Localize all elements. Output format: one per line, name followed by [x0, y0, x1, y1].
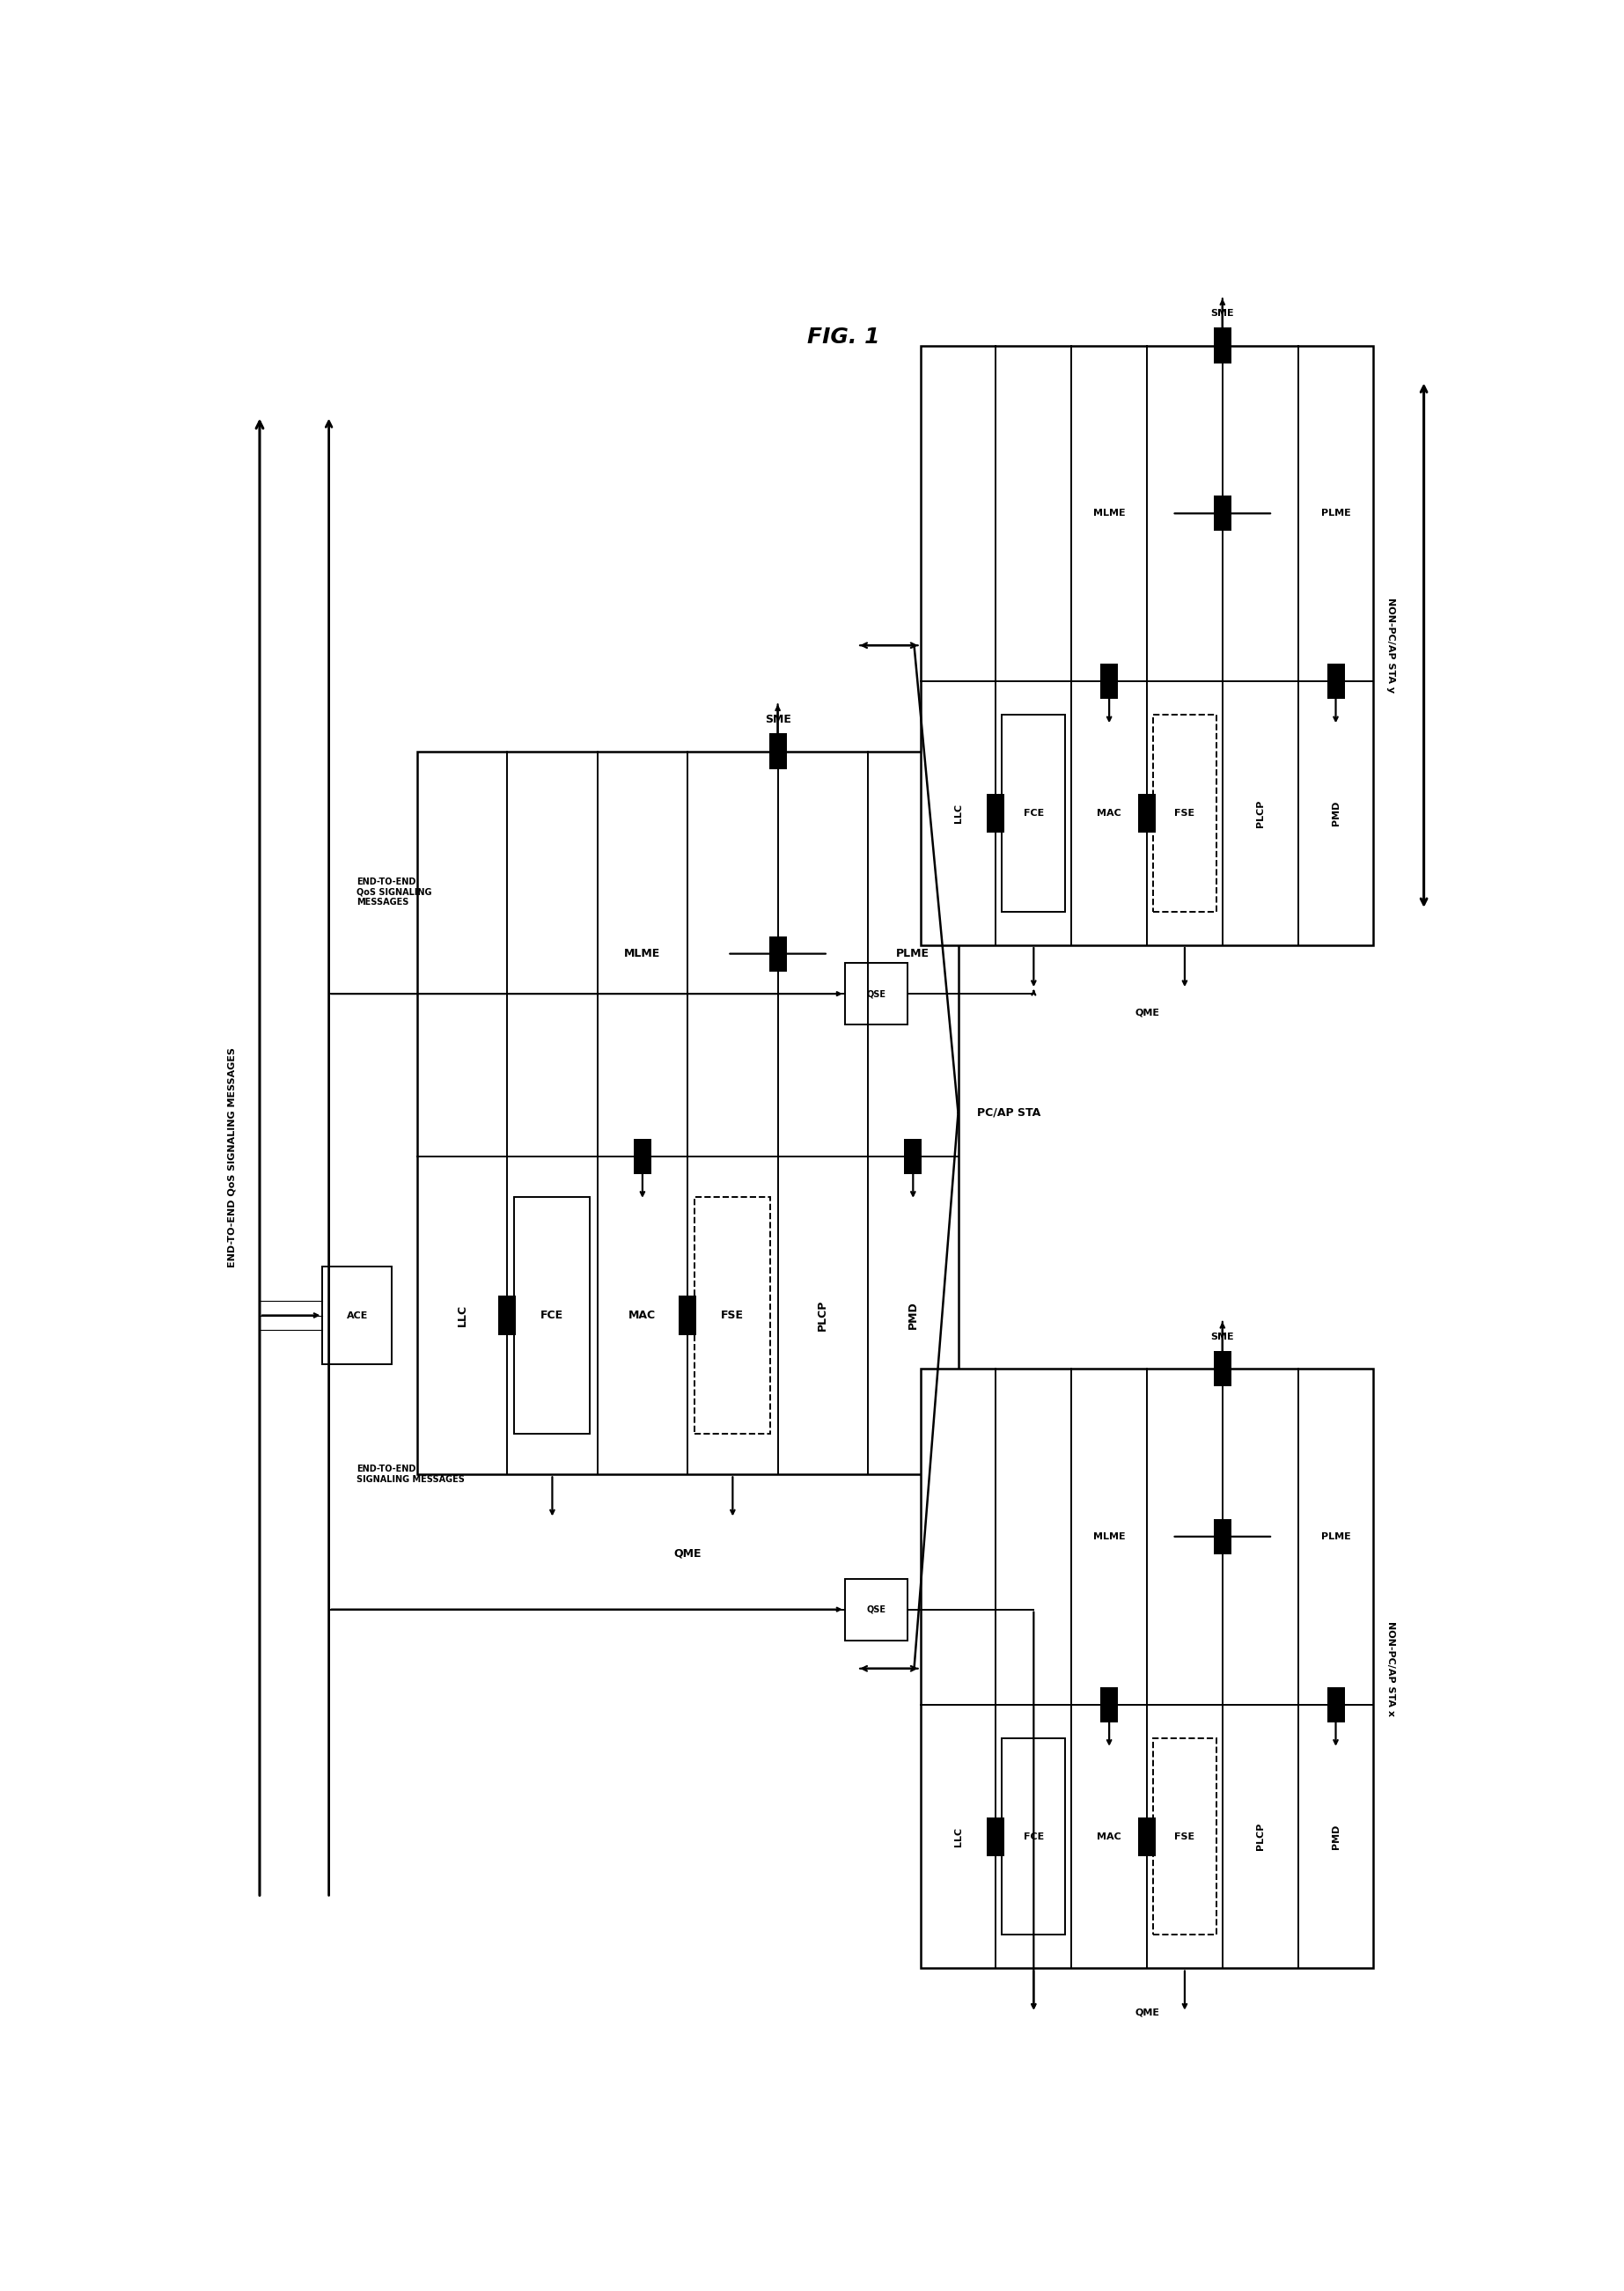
- Bar: [921, 1368, 1374, 1968]
- Bar: [1213, 1519, 1231, 1553]
- Bar: [1101, 1686, 1117, 1723]
- Text: PLCP: PLCP: [1255, 800, 1265, 827]
- Text: MLME: MLME: [1093, 1533, 1125, 1542]
- Bar: [768, 937, 786, 971]
- Text: PLME: PLME: [1320, 1533, 1351, 1542]
- Bar: [1213, 1352, 1231, 1386]
- Bar: [499, 1297, 516, 1336]
- Bar: [1327, 664, 1345, 699]
- Text: FSE: FSE: [721, 1310, 744, 1322]
- Bar: [1213, 328, 1231, 362]
- Text: FSE: FSE: [1174, 809, 1195, 818]
- Text: QME: QME: [1135, 2009, 1160, 2016]
- Bar: [1002, 715, 1065, 912]
- Text: MLME: MLME: [1093, 509, 1125, 518]
- Text: PLME: PLME: [896, 948, 931, 960]
- Bar: [1002, 1739, 1065, 1936]
- Bar: [921, 346, 1374, 946]
- Bar: [695, 1196, 770, 1434]
- Text: PLCP: PLCP: [817, 1299, 828, 1331]
- Bar: [844, 1578, 908, 1640]
- Text: PMD: PMD: [1332, 1824, 1340, 1849]
- Text: FCE: FCE: [1023, 809, 1044, 818]
- Text: SME: SME: [1212, 1333, 1234, 1340]
- Bar: [1153, 715, 1216, 912]
- Bar: [1138, 1817, 1156, 1856]
- Text: MAC: MAC: [628, 1310, 656, 1322]
- Bar: [987, 1817, 1005, 1856]
- Text: MAC: MAC: [1096, 809, 1122, 818]
- Text: PLME: PLME: [1320, 509, 1351, 518]
- Bar: [905, 1139, 922, 1173]
- Bar: [1153, 1739, 1216, 1936]
- Bar: [1213, 495, 1231, 532]
- Bar: [323, 1267, 391, 1363]
- Text: PLCP: PLCP: [1255, 1824, 1265, 1851]
- Text: PC/AP STA: PC/AP STA: [978, 1107, 1041, 1118]
- Text: FSE: FSE: [1174, 1833, 1195, 1842]
- Text: NON-PC/AP STA y: NON-PC/AP STA y: [1387, 598, 1395, 692]
- Text: LLC: LLC: [456, 1304, 468, 1326]
- Text: QME: QME: [674, 1549, 702, 1560]
- Bar: [679, 1297, 697, 1336]
- Bar: [515, 1196, 590, 1434]
- Text: NON-PC/AP STA x: NON-PC/AP STA x: [1387, 1622, 1395, 1716]
- Text: QSE: QSE: [867, 990, 887, 999]
- Bar: [844, 962, 908, 1024]
- Text: MLME: MLME: [624, 948, 661, 960]
- Text: FIG. 1: FIG. 1: [807, 325, 880, 348]
- Text: ACE: ACE: [346, 1310, 369, 1320]
- Bar: [1327, 1686, 1345, 1723]
- Text: SME: SME: [1212, 309, 1234, 318]
- Text: LLC: LLC: [953, 1826, 963, 1847]
- Text: END-TO-END
SIGNALING MESSAGES: END-TO-END SIGNALING MESSAGES: [357, 1464, 464, 1485]
- Bar: [768, 733, 786, 770]
- Text: PMD: PMD: [1332, 802, 1340, 825]
- Text: QSE: QSE: [867, 1606, 887, 1613]
- Text: PMD: PMD: [908, 1301, 919, 1329]
- Bar: [417, 751, 958, 1475]
- Bar: [1138, 795, 1156, 832]
- Text: MAC: MAC: [1096, 1833, 1122, 1842]
- Text: END-TO-END
QoS SIGNALING
MESSAGES: END-TO-END QoS SIGNALING MESSAGES: [357, 877, 432, 907]
- Text: FCE: FCE: [1023, 1833, 1044, 1842]
- Text: QME: QME: [1135, 1008, 1160, 1017]
- Bar: [1101, 664, 1117, 699]
- Text: LLC: LLC: [953, 804, 963, 822]
- Text: FCE: FCE: [541, 1310, 564, 1322]
- Bar: [987, 795, 1005, 832]
- Text: END-TO-END QoS SIGNALING MESSAGES: END-TO-END QoS SIGNALING MESSAGES: [227, 1047, 237, 1267]
- Bar: [633, 1139, 651, 1173]
- Text: SME: SME: [765, 715, 791, 726]
